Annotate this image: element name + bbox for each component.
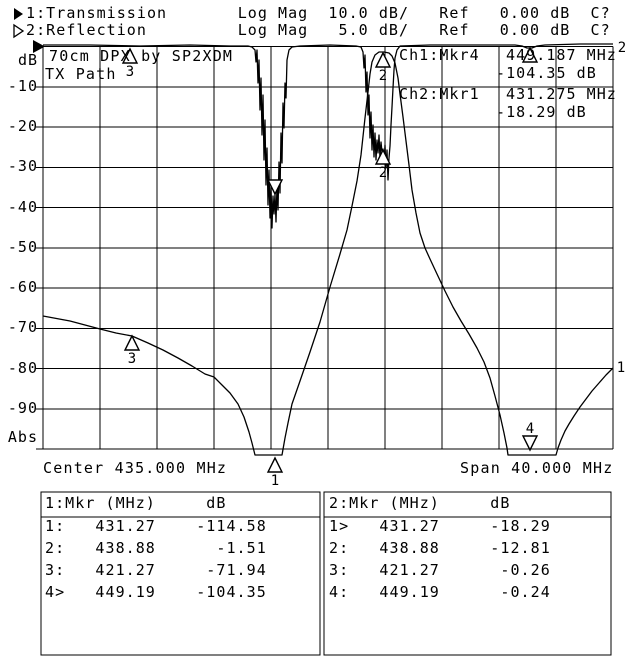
- marker2-label-ch2: 2: [379, 165, 387, 181]
- marker-table-ch1-border: [40, 491, 321, 656]
- trace2-edge-label: 2: [618, 40, 626, 56]
- marker-triangles-active: [266, 179, 539, 452]
- center-frequency-label: Center 435.000 MHz: [43, 459, 228, 477]
- marker3-label-ch1: 3: [128, 351, 136, 367]
- channel2-status-row[interactable]: 2:Reflection Log Mag 5.0 dB/ Ref 0.00 dB…: [26, 21, 611, 39]
- ch1-active-marker-value: -104.35 dB: [496, 64, 597, 82]
- y-tick--70: -70: [7, 318, 38, 336]
- ch1-active-marker-freq: 449.187 MHz: [506, 46, 617, 64]
- marker-table-ch1-row3: 3: 421.27 -71.94: [45, 561, 267, 579]
- marker-triangles-inactive: [121, 46, 539, 473]
- marker-table-ch2-row2: 2: 438.88 -12.81: [329, 539, 551, 557]
- marker-table-ch2-row1: 1> 431.27 -18.29: [329, 517, 551, 535]
- trace-reflection: [43, 43, 613, 229]
- channel1-arrow-icon: [14, 8, 23, 20]
- marker-table-ch2-row3: 3: 421.27 -0.26: [329, 561, 551, 579]
- marker3-label-ch2: 3: [126, 64, 134, 80]
- marker-table-ch1-row2: 2: 438.88 -1.51: [45, 539, 267, 557]
- marker-table-ch1-row4: 4> 449.19 -104.35: [45, 583, 267, 601]
- measurement-title-line2: TX Path: [45, 65, 117, 83]
- channel1-status-row[interactable]: 1:Transmission Log Mag 10.0 dB/ Ref 0.00…: [26, 4, 611, 22]
- marker-table-ch2-header: 2:Mkr (MHz) dB: [329, 494, 511, 512]
- y-axis-abs-label: Abs: [7, 428, 38, 446]
- graticule-grid: [36, 46, 614, 450]
- y-tick--80: -80: [7, 359, 38, 377]
- ch2-active-marker-label: Ch2:Mkr1: [399, 85, 480, 103]
- marker-table-ch1-row1: 1: 431.27 -114.58: [45, 517, 267, 535]
- marker-table-ch2-border: [323, 491, 612, 656]
- trace1-edge-label: 1: [617, 360, 625, 376]
- y-axis-unit: dB: [17, 51, 38, 69]
- y-tick--90: -90: [7, 399, 38, 417]
- ch1-active-marker-label: Ch1:Mkr4: [399, 46, 480, 64]
- y-tick--30: -30: [7, 157, 38, 175]
- sweep-indicator-icon: [33, 40, 45, 53]
- y-tick--20: -20: [7, 117, 38, 135]
- marker-table-ch2-row4: 4: 449.19 -0.24: [329, 583, 551, 601]
- measurement-title-line1: 70cm DPX by SP2XDM: [49, 47, 234, 65]
- y-tick--50: -50: [7, 238, 38, 256]
- trace-transmission: [42, 51, 614, 456]
- marker2-label-ch1: 2: [379, 68, 387, 84]
- y-tick--40: -40: [7, 198, 38, 216]
- marker-table-ch1-header: 1:Mkr (MHz) dB: [45, 494, 227, 512]
- marker4-label-ch1: 4: [526, 421, 534, 437]
- channel2-arrow-icon: [13, 23, 25, 39]
- y-tick--60: -60: [7, 278, 38, 296]
- ch2-active-marker-freq: 431.275 MHz: [506, 85, 617, 103]
- span-label: Span 40.000 MHz: [460, 459, 614, 477]
- marker1-label-ch1: 1: [271, 473, 279, 489]
- ch2-active-marker-value: -18.29 dB: [496, 103, 587, 121]
- y-tick--10: -10: [7, 77, 38, 95]
